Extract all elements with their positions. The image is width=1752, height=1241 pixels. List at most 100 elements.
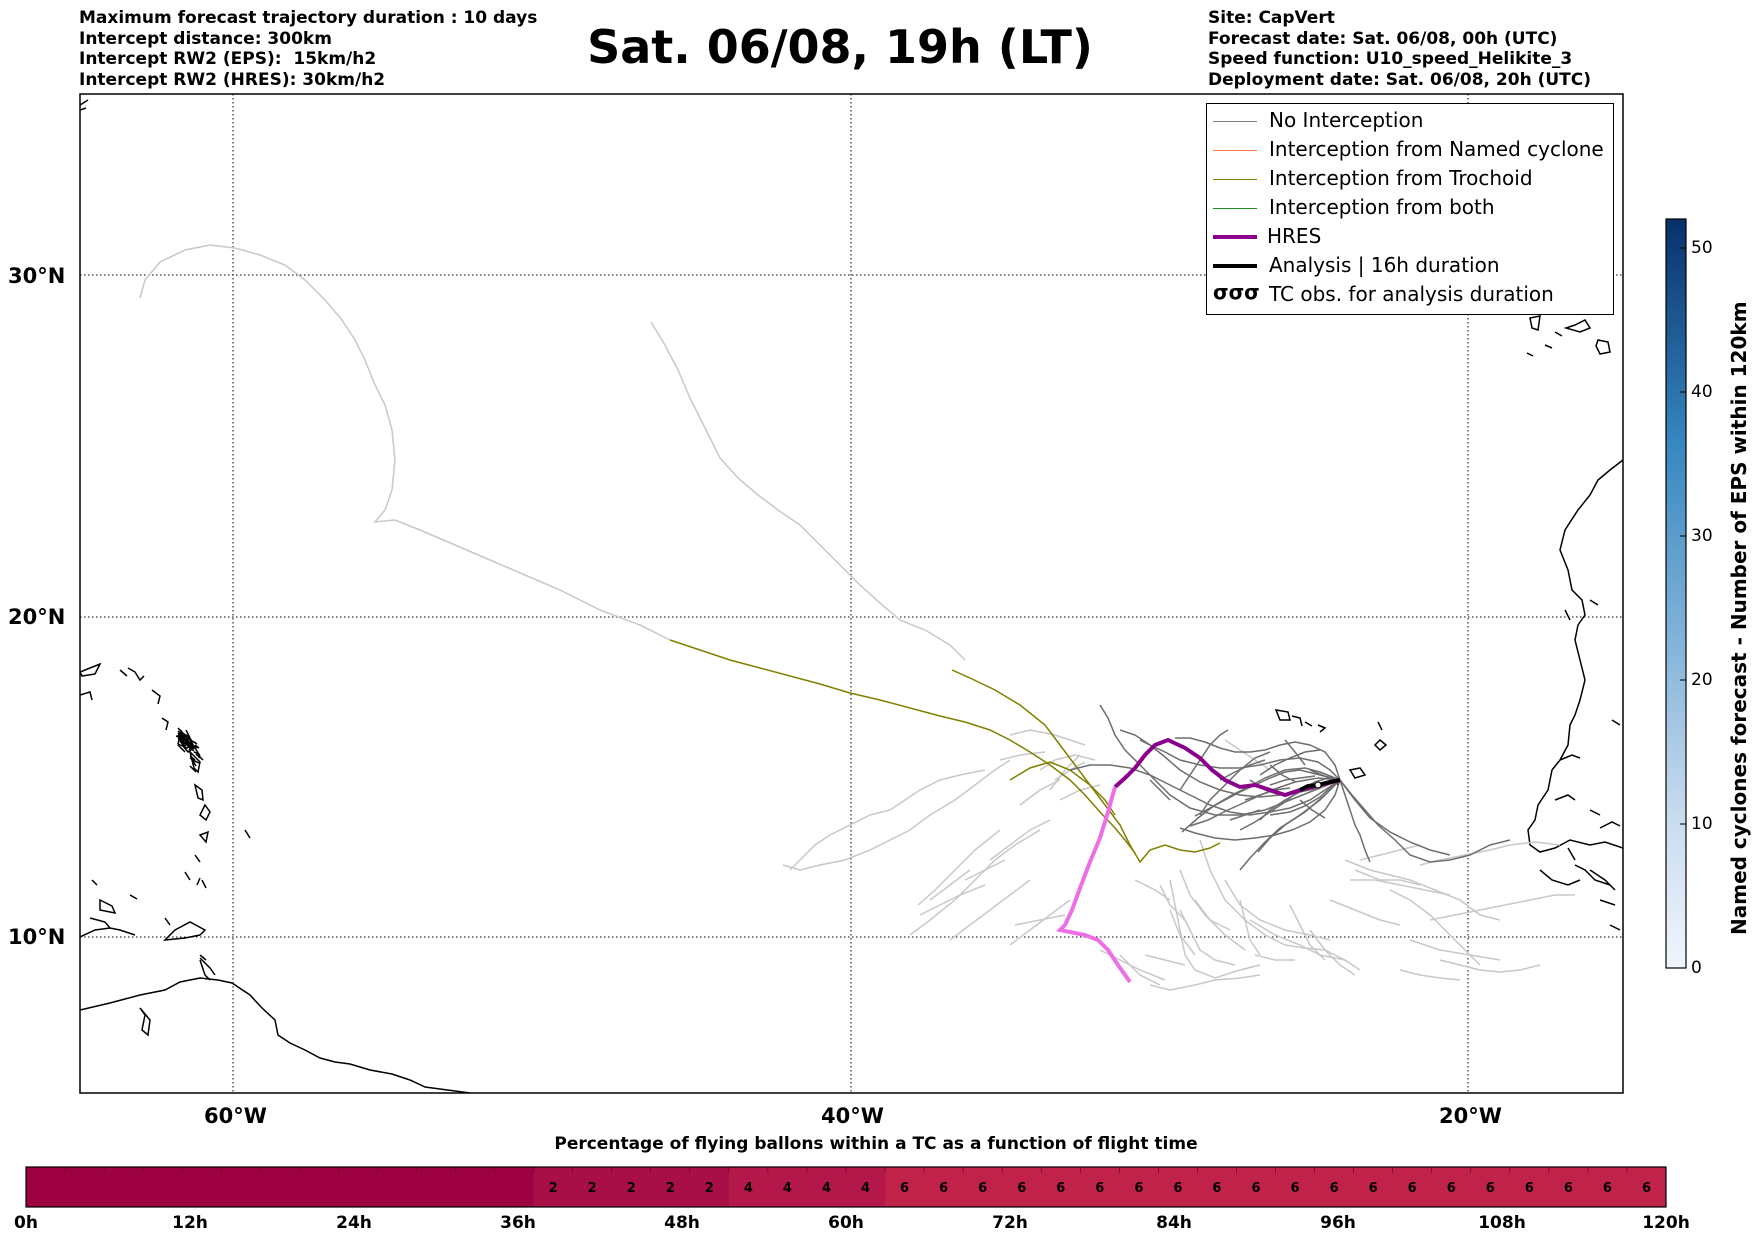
colorbar-tick-40: 40 xyxy=(1691,382,1713,402)
time-bar-cell xyxy=(1236,1167,1277,1207)
header-line-forecast-date: Forecast date: Sat. 06/08, 00h (UTC) xyxy=(1208,28,1558,49)
time-tick-72h: 72h xyxy=(992,1213,1028,1233)
time-bar-cell xyxy=(494,1167,535,1207)
legend: No Interception Interception from Named … xyxy=(1206,103,1614,315)
time-tick-120h: 120h xyxy=(1642,1213,1690,1233)
time-tick-96h: 96h xyxy=(1320,1213,1356,1233)
legend-thick-line-icon xyxy=(1213,235,1257,239)
colorbar-tick-50: 50 xyxy=(1691,238,1713,258)
time-tick-60h: 60h xyxy=(828,1213,864,1233)
legend-item-both: Interception from both xyxy=(1207,195,1613,224)
legend-item-no-interception: No Interception xyxy=(1207,108,1613,137)
time-bar-cell-label: 6 xyxy=(1291,1181,1300,1196)
legend-line-icon xyxy=(1213,121,1257,122)
time-tick-84h: 84h xyxy=(1156,1213,1192,1233)
time-tick-108h: 108h xyxy=(1478,1213,1526,1233)
time-bar-cell xyxy=(338,1167,378,1207)
legend-item-analysis: Analysis | 16h duration xyxy=(1207,253,1613,282)
time-bar-cell xyxy=(885,1167,925,1207)
lat-label-20n: 20°N xyxy=(8,605,66,629)
colorbar-title: Named cyclones forecast - Number of EPS … xyxy=(1727,301,1751,935)
header-line-rw2-eps: Intercept RW2 (EPS): 15km/h2 xyxy=(79,49,377,69)
time-bar-cell xyxy=(846,1167,886,1207)
trajectories-trochoid xyxy=(669,639,1221,864)
time-bar-cell xyxy=(182,1167,222,1207)
time-bar-cell xyxy=(65,1167,105,1207)
header-left: Maximum forecast trajectory duration : 1… xyxy=(79,8,537,90)
time-bar-cell xyxy=(221,1167,261,1207)
time-bar-cell xyxy=(728,1167,769,1207)
time-bar-cell-label: 2 xyxy=(705,1181,714,1196)
header-line-rw2-hres: Intercept RW2 (HRES): 30km/h2 xyxy=(79,69,386,90)
time-bar-cell-label: 6 xyxy=(1330,1181,1339,1196)
time-bar-cell xyxy=(1587,1167,1628,1207)
time-bar-cell xyxy=(963,1167,1003,1207)
time-bar-cell-label: 6 xyxy=(1486,1181,1495,1196)
time-bar-cell-label: 4 xyxy=(822,1181,831,1196)
time-bar-cell-label: 6 xyxy=(1134,1181,1143,1196)
legend-label: No Interception xyxy=(1269,108,1424,132)
time-bar-cell xyxy=(1626,1167,1667,1207)
cyclone-symbols-icon: σσσ xyxy=(1213,280,1260,304)
hres-trajectory xyxy=(1113,737,1341,798)
lon-label-40w: 40°W xyxy=(821,1104,884,1128)
legend-item-trochoid: Interception from Trochoid xyxy=(1207,166,1613,195)
time-bar-cell xyxy=(533,1167,574,1207)
time-bar-cell-label: 6 xyxy=(1369,1181,1378,1196)
time-bar-cell-label: 6 xyxy=(1056,1181,1065,1196)
time-bar-cell-label: 6 xyxy=(939,1181,948,1196)
time-bar-cell xyxy=(1470,1167,1511,1207)
time-tick-12h: 12h xyxy=(172,1213,208,1233)
time-bar-title: Percentage of flying ballons within a TC… xyxy=(554,1134,1198,1154)
time-bar-cell xyxy=(1002,1167,1042,1207)
coastlines xyxy=(80,99,1623,1093)
time-bar-cell-label: 4 xyxy=(783,1181,792,1196)
time-bar-cell xyxy=(104,1167,144,1207)
time-bar-cell-label: 6 xyxy=(1251,1181,1260,1196)
time-bar-cell-label: 6 xyxy=(1564,1181,1573,1196)
time-tick-0h: 0h xyxy=(14,1213,38,1233)
header-line-distance: Intercept distance: 300km xyxy=(79,28,332,49)
header-line-speed-function: Speed function: U10_speed_Helikite_3 xyxy=(1208,49,1573,69)
legend-line-icon xyxy=(1213,208,1257,209)
header-line-duration: Maximum forecast trajectory duration : 1… xyxy=(79,8,538,28)
trajectories-dark xyxy=(1069,704,1511,871)
time-bar-cell xyxy=(143,1167,183,1207)
time-bar-cell xyxy=(1509,1167,1550,1207)
graticule xyxy=(80,94,1623,1093)
colorbar-tick-20: 20 xyxy=(1691,670,1713,690)
time-bar-cell-label: 6 xyxy=(1642,1181,1651,1196)
time-bar: 2 2 2 2 2 4 4 4 4 6 6 6 6 6 6 6 6 6 6 6 6 6 6 6 6 6 6 6 6 xyxy=(25,1166,1667,1208)
time-bar-cell-label: 6 xyxy=(1173,1181,1182,1196)
lon-label-20w: 20°W xyxy=(1439,1104,1502,1128)
time-bar-cell xyxy=(767,1167,808,1207)
time-bar-cell-label: 4 xyxy=(861,1181,870,1196)
time-bar-cell-label: 6 xyxy=(1603,1181,1612,1196)
lat-label-30n: 30°N xyxy=(8,264,66,288)
header-line-deployment-date: Deployment date: Sat. 06/08, 20h (UTC) xyxy=(1208,69,1592,90)
header-line-site: Site: CapVert xyxy=(1208,8,1335,28)
legend-label: Interception from Trochoid xyxy=(1269,166,1533,190)
time-bar-cell xyxy=(689,1167,730,1207)
time-bar-cell-label: 6 xyxy=(1017,1181,1026,1196)
legend-thick-line-icon xyxy=(1213,264,1257,268)
time-tick-48h: 48h xyxy=(664,1213,700,1233)
time-bar-cell xyxy=(455,1167,496,1207)
time-bar-cell-label: 6 xyxy=(1525,1181,1534,1196)
time-bar-cell xyxy=(1548,1167,1589,1207)
time-bar-cell-label: 6 xyxy=(1447,1181,1456,1196)
time-tick-36h: 36h xyxy=(500,1213,536,1233)
time-bar-frame xyxy=(25,1166,1667,1208)
time-bar-cell xyxy=(572,1167,613,1207)
colorbar-tick-10: 10 xyxy=(1691,814,1713,834)
time-bar-cell-label: 2 xyxy=(627,1181,636,1196)
legend-item-hres: HRES xyxy=(1207,224,1613,253)
lat-label-10n: 10°N xyxy=(8,925,66,949)
page-title: Sat. 06/08, 19h (LT) xyxy=(587,20,1093,74)
time-bar-cell xyxy=(1392,1167,1433,1207)
time-bar-cell xyxy=(1041,1167,1081,1207)
legend-label: TC obs. for analysis duration xyxy=(1269,282,1554,306)
legend-label: Interception from Named cyclone xyxy=(1269,137,1604,161)
time-bar-cell xyxy=(299,1167,339,1207)
